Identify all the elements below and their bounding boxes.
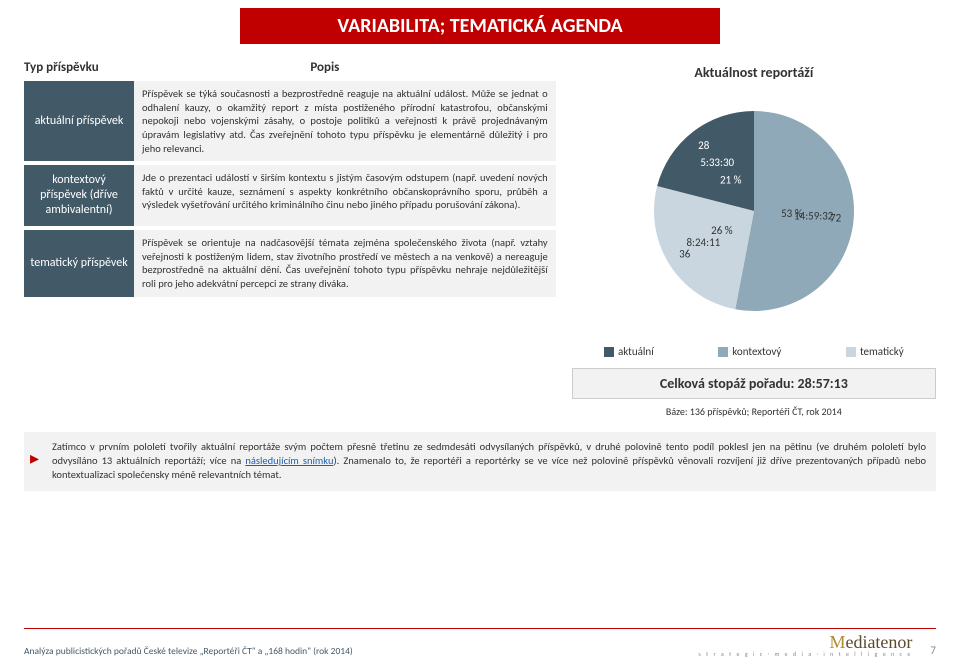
col-header-desc: Popis bbox=[134, 60, 556, 75]
pie-label: 5:33:30 bbox=[700, 156, 734, 169]
legend-item-kontextový: kontextový bbox=[718, 345, 781, 358]
legend-item-tematický: tematický bbox=[846, 345, 904, 358]
legend-label: kontextový bbox=[732, 345, 781, 358]
pie-label: 36 bbox=[679, 248, 691, 261]
brand-logo: Mediatenor s t r a t e g i c · m e d i a… bbox=[698, 633, 912, 657]
brand-tagline: s t r a t e g i c · m e d i a · i n t e … bbox=[698, 651, 912, 657]
legend-swatch bbox=[718, 347, 728, 357]
row-desc-tematicky: Příspěvek se orientuje na nadčasovější t… bbox=[134, 230, 556, 297]
pie-label: 8:24:11 bbox=[686, 236, 720, 249]
pie-chart: 285:33:3021 %7214:59:3253 %368:24:1126 % bbox=[572, 91, 936, 331]
next-slide-link[interactable]: následujícím snímku bbox=[245, 454, 333, 467]
legend-swatch bbox=[604, 347, 614, 357]
table-row: kontextový příspěvek (dříve ambivalentní… bbox=[24, 165, 556, 226]
chart-title: Aktuálnost reportáží bbox=[572, 64, 936, 81]
footer-text: Analýza publicistických pořadů České tel… bbox=[24, 645, 353, 657]
main-content: Typ příspěvku Popis aktuální příspěvek P… bbox=[0, 44, 960, 418]
pie-label: 26 % bbox=[711, 224, 733, 237]
legend-item-aktuální: aktuální bbox=[604, 345, 654, 358]
legend-swatch bbox=[846, 347, 856, 357]
page-footer: Analýza publicistických pořadů České tel… bbox=[24, 628, 936, 657]
row-label-kontextovy: kontextový příspěvek (dříve ambivalentní… bbox=[24, 165, 134, 226]
row-desc-kontextovy: Jde o prezentaci událostí v širším konte… bbox=[134, 165, 556, 226]
pie-label: 21 % bbox=[720, 174, 742, 187]
definitions-table: Typ příspěvku Popis aktuální příspěvek P… bbox=[24, 60, 556, 418]
summary-callout: Zatímco v prvním pololetí tvořily aktuál… bbox=[24, 432, 936, 491]
total-duration: Celková stopáž pořadu: 28:57:13 bbox=[572, 368, 936, 399]
page-number: 7 bbox=[930, 644, 936, 657]
col-header-type: Typ příspěvku bbox=[24, 60, 134, 75]
chart-panel: Aktuálnost reportáží 285:33:3021 %7214:5… bbox=[572, 60, 936, 418]
pie-label: 28 bbox=[698, 139, 710, 152]
pie-label: 53 % bbox=[781, 207, 803, 220]
brand-name: ediatenor bbox=[845, 632, 912, 652]
table-row: aktuální příspěvek Příspěvek se týká sou… bbox=[24, 81, 556, 161]
brand-initial: M bbox=[829, 632, 845, 652]
row-label-aktualni: aktuální příspěvek bbox=[24, 81, 134, 161]
table-row: tematický příspěvek Příspěvek se orientu… bbox=[24, 230, 556, 297]
legend-label: tematický bbox=[860, 345, 904, 358]
legend-label: aktuální bbox=[618, 345, 654, 358]
pie-svg: 285:33:3021 %7214:59:3253 %368:24:1126 % bbox=[614, 91, 894, 331]
page-title: VARIABILITA; TEMATICKÁ AGENDA bbox=[240, 8, 720, 44]
row-desc-aktualni: Příspěvek se týká současnosti a bezprost… bbox=[134, 81, 556, 161]
chart-legend: aktuální kontextový tematický bbox=[572, 345, 936, 358]
table-header-row: Typ příspěvku Popis bbox=[24, 60, 556, 75]
base-note: Báze: 136 příspěvků; Reportéři ČT, rok 2… bbox=[572, 405, 936, 418]
row-label-tematicky: tematický příspěvek bbox=[24, 230, 134, 297]
